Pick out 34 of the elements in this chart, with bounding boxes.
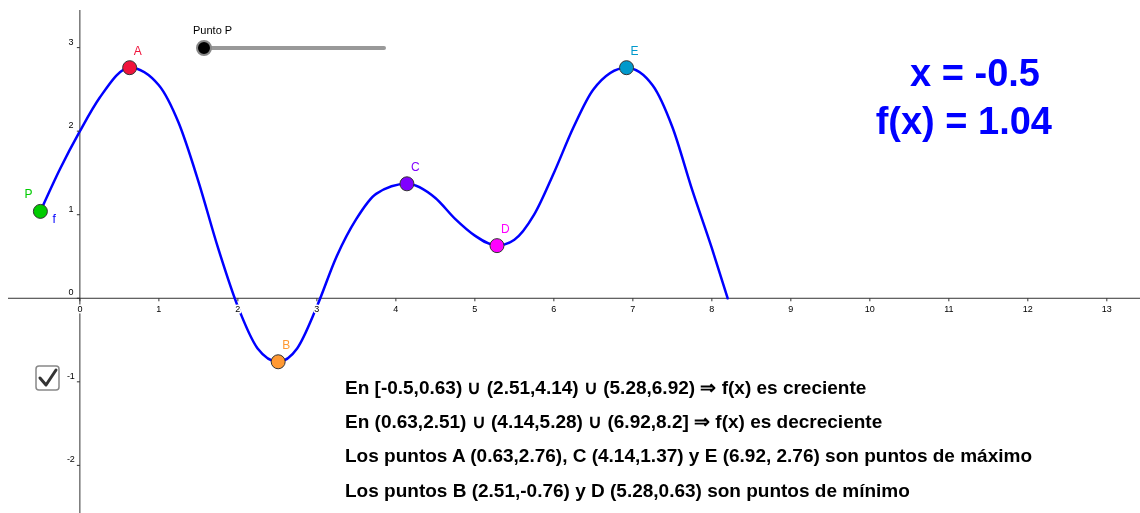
y-tick-label: 2: [68, 120, 74, 131]
annotation: Los puntos A (0.63,2.76), C (4.14,1.37) y E (6.92, 2.76) son puntos de máximo: [345, 445, 1033, 466]
series-label: f: [52, 212, 57, 227]
x-tick-label: 3: [314, 304, 320, 315]
x-tick-label: 7: [630, 304, 636, 315]
annotation: En [-0.5,0.63) ∪ (2.51,4.14) ∪ (5.28,6.92) ⇒ f(x) es creciente: [345, 377, 867, 398]
y-tick-label: 1: [68, 203, 74, 214]
x-tick-label: 4: [393, 304, 399, 315]
y-tick-label: -1: [66, 370, 75, 381]
x-tick-label: 13: [1101, 304, 1112, 315]
annotation: Los puntos B (2.51,-0.76) y D (5.28,0.63) son puntos de mínimo: [345, 480, 910, 501]
series-label: P: [24, 187, 33, 202]
x-tick-label: 12: [1022, 304, 1033, 315]
x-tick-label: 5: [472, 304, 478, 315]
annotation: x = -0.5: [910, 52, 1040, 94]
series-label: D: [500, 221, 510, 236]
x-tick-label: 0: [77, 304, 83, 315]
y-tick-label: 3: [68, 36, 74, 47]
x-tick-label: 6: [551, 304, 557, 315]
series-label: A: [133, 43, 142, 58]
series-label: B: [282, 337, 291, 352]
x-tick-label: 10: [864, 304, 875, 315]
series-label: C: [410, 159, 420, 174]
y-tick-label: -2: [66, 454, 75, 465]
series-label: E: [630, 43, 639, 58]
x-tick-label: 9: [788, 304, 794, 315]
y-tick-label: 0: [68, 287, 74, 298]
x-tick-label: 1: [156, 304, 162, 315]
annotation: En (0.63,2.51) ∪ (4.14,5.28) ∪ (6.92,8.2] ⇒ f(x) es decreciente: [345, 411, 883, 432]
x-tick-label: 8: [709, 304, 715, 315]
x-tick-label: 2: [235, 304, 241, 315]
annotation: f(x) = 1.04: [875, 100, 1052, 142]
annotation: Punto P: [193, 24, 233, 36]
x-tick-label: 11: [944, 304, 954, 315]
